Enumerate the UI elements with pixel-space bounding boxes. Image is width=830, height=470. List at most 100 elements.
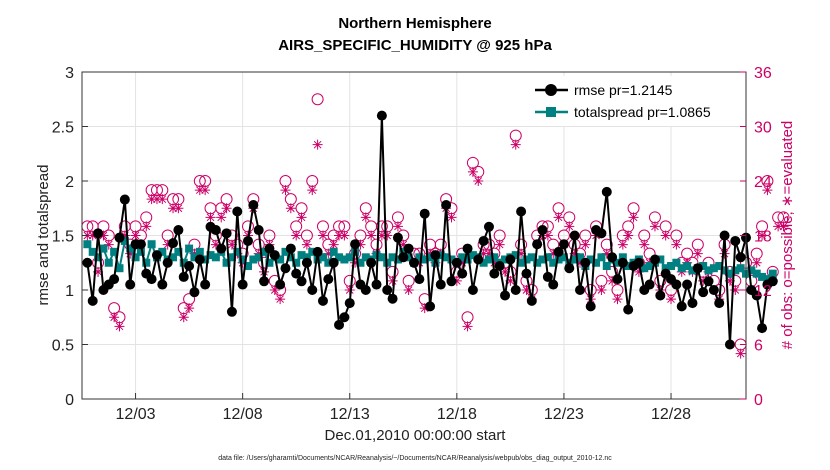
rmse-point xyxy=(757,323,768,334)
obs-evaluated-point xyxy=(730,285,741,295)
y-right-tick-label: 18 xyxy=(754,229,772,246)
obs-evaluated-point xyxy=(173,203,184,214)
totalspread-point xyxy=(463,255,472,264)
rmse-point xyxy=(462,243,473,254)
totalspread-point xyxy=(147,240,156,249)
rmse-point xyxy=(467,285,478,295)
obs-evaluated-point xyxy=(387,275,398,286)
rmse-point xyxy=(210,225,221,236)
totalspread-point xyxy=(522,255,531,264)
obs-evaluated-point xyxy=(307,185,318,196)
rmse-point xyxy=(537,225,548,236)
rmse-point xyxy=(323,274,334,285)
totalspread-point xyxy=(249,255,258,264)
rmse-point xyxy=(125,279,136,290)
obs-evaluated-point xyxy=(569,248,580,259)
totalspread-point xyxy=(104,258,113,267)
rmse-point xyxy=(521,268,532,279)
totalspread-point xyxy=(388,253,397,262)
totalspread-point xyxy=(677,264,686,273)
obs-evaluated-point xyxy=(398,239,409,250)
rmse-point xyxy=(114,232,125,243)
rmse-point xyxy=(237,279,248,290)
totalspread-point xyxy=(158,247,167,256)
rmse-point xyxy=(564,263,575,274)
obs-evaluated-point xyxy=(467,166,478,177)
y-right-tick-label: 30 xyxy=(754,120,772,137)
x-tick-label: 12/23 xyxy=(544,406,584,423)
totalspread-point xyxy=(527,253,536,262)
rmse-point xyxy=(435,279,446,290)
rmse-point xyxy=(216,243,227,254)
totalspread-point xyxy=(340,255,349,264)
rmse-point xyxy=(119,194,130,205)
totalspread-point xyxy=(699,262,708,271)
totalspread-point xyxy=(549,258,558,267)
obs-evaluated-point xyxy=(151,194,162,205)
rmse-point xyxy=(253,225,264,236)
obs-evaluated-point xyxy=(521,285,532,295)
obs-evaluated-point xyxy=(210,239,221,250)
rmse-point xyxy=(478,235,489,246)
obs-evaluated-point xyxy=(269,285,280,295)
legend-spread-marker xyxy=(546,107,556,117)
totalspread-point xyxy=(329,247,338,256)
totalspread-point xyxy=(201,255,210,264)
rmse-point xyxy=(425,301,436,312)
totalspread-point xyxy=(297,251,306,260)
obs-evaluated-point xyxy=(296,212,307,223)
totalspread-point xyxy=(420,255,429,264)
obs-evaluated-point xyxy=(93,266,104,277)
rmse-point xyxy=(403,243,414,254)
rmse-point xyxy=(457,268,468,279)
obs-evaluated-point xyxy=(205,212,216,223)
totalspread-point xyxy=(169,253,178,262)
obs-evaluated-point xyxy=(451,275,462,286)
totalspread-point xyxy=(238,255,247,264)
totalspread-point xyxy=(286,253,295,262)
obs-evaluated-point xyxy=(462,321,473,332)
rmse-point xyxy=(500,290,511,301)
obs-evaluated-point xyxy=(500,266,511,277)
obs-evaluated-point xyxy=(516,248,527,259)
totalspread-point xyxy=(602,262,611,271)
rmse-point xyxy=(612,274,623,285)
obs-evaluated-point xyxy=(735,348,746,359)
totalspread-point xyxy=(131,253,140,262)
obs-evaluated-point xyxy=(698,275,709,286)
obs-evaluated-point xyxy=(178,312,189,323)
obs-evaluated-point xyxy=(639,239,650,250)
obs-evaluated-point xyxy=(125,248,136,259)
rmse-point xyxy=(494,261,505,272)
rmse-point xyxy=(553,246,564,257)
totalspread-point xyxy=(715,262,724,271)
obs-evaluated-point xyxy=(489,257,500,268)
totalspread-point xyxy=(597,253,606,262)
rmse-point xyxy=(607,252,618,263)
obs-evaluated-point xyxy=(724,275,735,286)
obs-evaluated-point xyxy=(633,266,644,277)
totalspread-point xyxy=(592,258,601,267)
totalspread-point xyxy=(276,255,285,264)
obs-evaluated-point xyxy=(109,312,120,323)
obs-evaluated-point xyxy=(542,230,553,241)
chart-subtitle: AIRS_SPECIFIC_HUMIDITY @ 925 hPa xyxy=(278,37,552,54)
rmse-point xyxy=(226,306,237,317)
totalspread-point xyxy=(570,255,579,264)
y-tick-label: 0 xyxy=(65,392,74,409)
rmse-point xyxy=(409,257,419,268)
obs-evaluated-point xyxy=(478,248,489,259)
obs-evaluated-point xyxy=(216,212,227,223)
totalspread-point xyxy=(725,269,734,278)
obs-evaluated-point xyxy=(334,230,345,241)
rmse-point xyxy=(655,290,666,301)
totalspread-point xyxy=(126,244,135,253)
totalspread-point xyxy=(479,258,488,267)
totalspread-point xyxy=(667,262,676,271)
rmse-point xyxy=(767,276,778,287)
obs-evaluated-point xyxy=(323,248,334,259)
rmse-point xyxy=(194,254,205,265)
rmse-point xyxy=(483,221,494,232)
rmse-point xyxy=(200,279,211,290)
obs-evaluated-point xyxy=(376,230,387,241)
